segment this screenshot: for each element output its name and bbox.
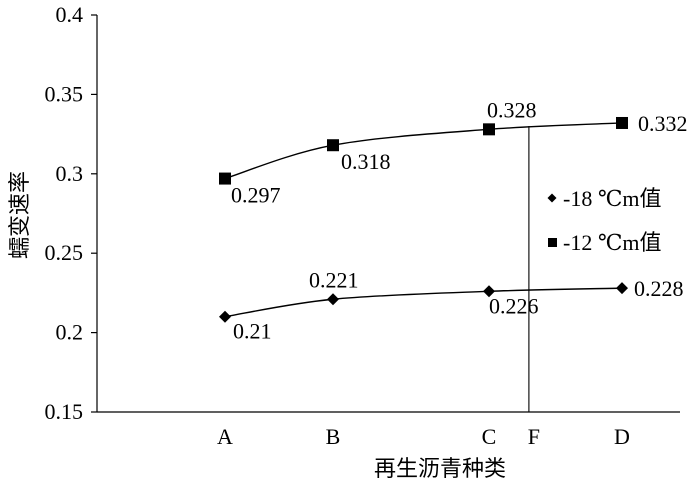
legend-marker-square (548, 238, 557, 247)
y-tick-label: 0.25 (45, 240, 84, 265)
data-label: 0.328 (487, 97, 537, 122)
series-layer (219, 116, 628, 323)
point-square (483, 123, 495, 136)
legend-label: -12 ℃m值 (563, 230, 662, 255)
point-diamond (616, 282, 628, 295)
point-square (327, 139, 339, 152)
data-label: 0.318 (341, 149, 391, 174)
y-tick-label: 0.4 (56, 2, 84, 27)
legend: -18 ℃m值 -12 ℃m值 (547, 186, 662, 255)
axes: 0.4 0.35 0.3 0.25 0.2 0.15 A B C D F (45, 2, 680, 449)
data-label: 0.297 (231, 183, 281, 208)
data-label: 0.332 (638, 111, 688, 136)
point-diamond (327, 293, 339, 306)
series-line-1 (224, 122, 623, 180)
data-label: 0.221 (309, 267, 359, 292)
legend-label: -18 ℃m值 (563, 186, 662, 211)
y-tick-label: 0.2 (56, 320, 84, 345)
data-labels: 0.21 0.221 0.226 0.228 0.297 0.318 0.328 0.332 (231, 97, 688, 343)
point-diamond (483, 285, 495, 298)
x-tick-label-C: C (482, 424, 497, 449)
y-tick-label: 0.3 (56, 161, 84, 186)
point-diamond (219, 310, 231, 323)
data-label: 0.226 (489, 293, 539, 318)
series-line-0 (224, 287, 623, 318)
x-tick-label-D: D (614, 424, 630, 449)
x-tick-label-A: A (217, 424, 233, 449)
data-label: 0.228 (634, 276, 684, 301)
y-tick-label: 0.15 (45, 399, 84, 424)
y-axis-title: 蠕变速率 (7, 171, 32, 259)
legend-marker-diamond (547, 193, 557, 203)
point-square (616, 116, 628, 129)
y-tick-label: 0.35 (45, 81, 84, 106)
point-square (219, 172, 231, 185)
vertical-marker-label: F (528, 424, 540, 449)
data-label: 0.21 (233, 319, 272, 344)
x-tick-label-B: B (326, 424, 341, 449)
x-axis-title: 再生沥青种类 (374, 456, 506, 481)
